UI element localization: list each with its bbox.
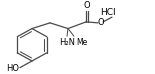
Text: O: O	[84, 1, 90, 10]
Text: HO: HO	[6, 64, 19, 73]
Text: HCl: HCl	[100, 8, 116, 17]
Text: O: O	[98, 18, 105, 27]
Text: H₂N: H₂N	[59, 38, 75, 47]
Text: Me: Me	[76, 38, 87, 47]
